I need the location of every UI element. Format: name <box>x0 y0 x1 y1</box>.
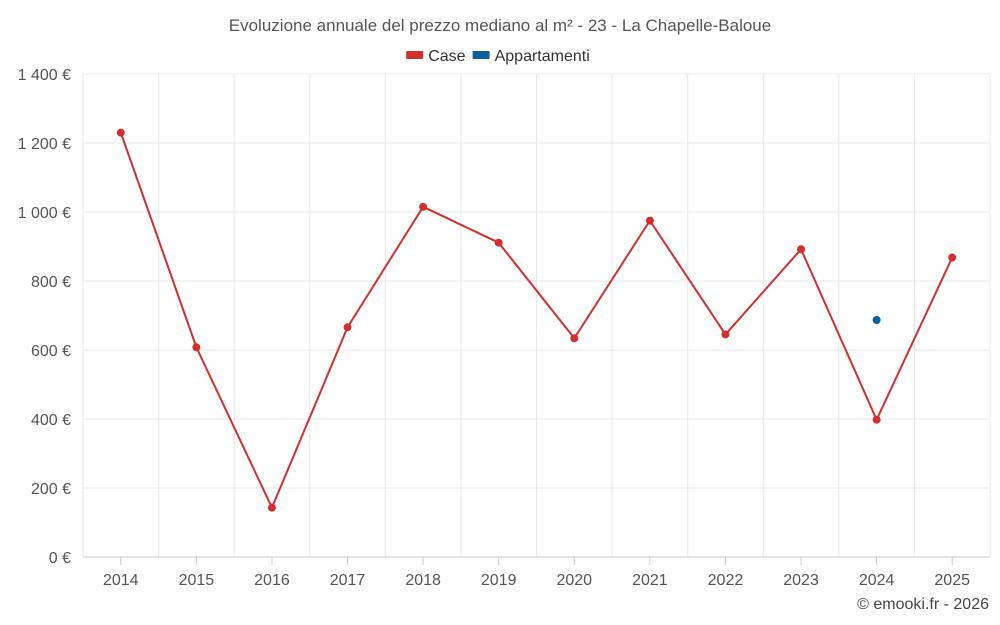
data-point <box>948 253 957 262</box>
y-tick-label: 1 000 € <box>18 205 71 222</box>
y-tick-label: 200 € <box>31 481 71 498</box>
x-tick-label: 2023 <box>783 572 819 589</box>
data-point <box>419 202 428 211</box>
series-line <box>119 132 954 509</box>
legend-item[interactable]: Case <box>406 48 466 65</box>
data-point <box>116 128 125 137</box>
x-tick-label: 2015 <box>179 572 215 589</box>
y-axis: 0 € 200 € 400 € 600 € 800 € 1 000 € 1 200 € 1 4… <box>18 67 71 567</box>
data-point <box>343 323 352 332</box>
data-point <box>267 503 276 512</box>
x-tick-label: 2016 <box>254 572 290 589</box>
legend-item[interactable]: Appartamenti <box>472 48 590 65</box>
x-tick-label: 2020 <box>556 572 592 589</box>
x-tick-label: 2017 <box>330 572 366 589</box>
data-point <box>797 245 806 254</box>
legend-label: Appartamenti <box>495 48 590 65</box>
data-point <box>872 415 881 424</box>
grid <box>82 73 991 558</box>
x-axis: 2014 2015 2016 2017 2018 2019 2020 2021 2022 2023… <box>103 557 970 589</box>
credit: © emooki.fr - 2026 <box>857 596 989 613</box>
x-tick-label: 2024 <box>859 572 895 589</box>
x-tick-label: 2025 <box>934 572 970 589</box>
x-tick-label: 2022 <box>708 572 744 589</box>
legend-swatch <box>472 51 490 59</box>
series-appartamenti <box>872 315 881 324</box>
y-tick-label: 0 € <box>49 550 71 567</box>
x-tick-label: 2021 <box>632 572 668 589</box>
y-tick-label: 1 200 € <box>18 136 71 153</box>
chart-title: Evoluzione annuale del prezzo mediano al… <box>229 16 771 35</box>
legend-label: Case <box>428 48 465 65</box>
data-point <box>721 330 730 339</box>
y-tick-label: 1 400 € <box>18 67 71 84</box>
legend: Case Appartamenti <box>406 48 590 65</box>
x-tick-label: 2014 <box>103 572 139 589</box>
x-tick-label: 2019 <box>481 572 517 589</box>
data-point <box>872 315 881 324</box>
data-point <box>192 343 201 352</box>
data-point <box>570 334 579 343</box>
x-tick-label: 2018 <box>405 572 441 589</box>
y-tick-label: 800 € <box>31 274 71 291</box>
data-point <box>645 216 654 225</box>
legend-swatch <box>406 51 424 59</box>
data-point <box>494 238 503 247</box>
y-tick-label: 400 € <box>31 412 71 429</box>
y-tick-label: 600 € <box>31 343 71 360</box>
series-case <box>116 128 957 512</box>
series <box>116 128 957 512</box>
